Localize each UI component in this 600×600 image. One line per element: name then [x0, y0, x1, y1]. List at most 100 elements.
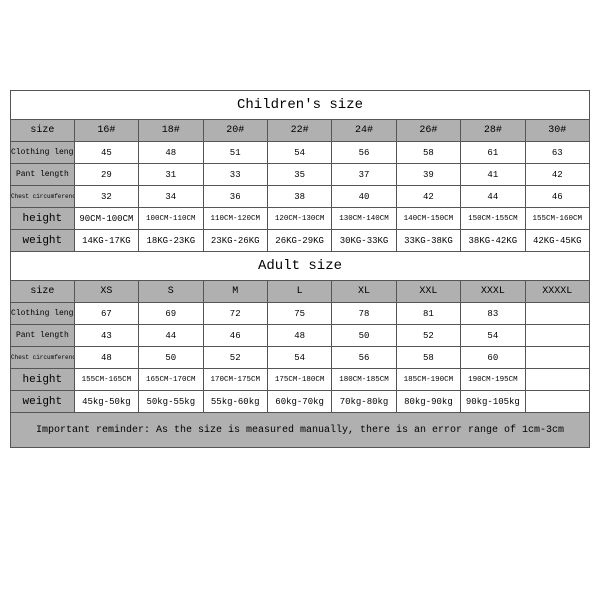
table-cell: 58 — [396, 142, 460, 164]
table-cell: 78 — [332, 303, 396, 325]
table-cell: 51 — [203, 142, 267, 164]
table-cell: 140CM-150CM — [396, 208, 460, 230]
row-label: Pant length — [11, 325, 75, 347]
table-cell: 48 — [74, 347, 138, 369]
table-cell: 32 — [74, 186, 138, 208]
header-size: 24# — [332, 120, 396, 142]
table-cell: 42KG-45KG — [525, 230, 589, 252]
table-cell: 50 — [332, 325, 396, 347]
table-cell: 44 — [461, 186, 525, 208]
table-cell: 120CM-130CM — [267, 208, 331, 230]
header-size: 18# — [139, 120, 203, 142]
table-cell: 67 — [74, 303, 138, 325]
table-cell: 44 — [139, 325, 203, 347]
header-label: size — [11, 281, 75, 303]
header-size: 22# — [267, 120, 331, 142]
table-cell: 110CM-120CM — [203, 208, 267, 230]
table-cell: 83 — [461, 303, 525, 325]
header-size: S — [139, 281, 203, 303]
header-size: XS — [74, 281, 138, 303]
table-cell: 45 — [74, 142, 138, 164]
row-label: Chest circumference 1/2 — [11, 186, 75, 208]
table-cell: 46 — [203, 325, 267, 347]
table-cell: 29 — [74, 164, 138, 186]
table-cell: 185CM-190CM — [396, 369, 460, 391]
reminder-text: Important reminder: As the size is measu… — [11, 413, 590, 448]
table-cell: 14KG-17KG — [74, 230, 138, 252]
table-cell: 70kg-80kg — [332, 391, 396, 413]
table-row: Pant length43444648505254 — [11, 325, 590, 347]
header-size: 30# — [525, 120, 589, 142]
table-row: height155CM-165CM165CM-170CM170CM-175CM1… — [11, 369, 590, 391]
table-cell: 54 — [267, 347, 331, 369]
reminder-row: Important reminder: As the size is measu… — [11, 413, 590, 448]
header-size: M — [203, 281, 267, 303]
table-cell — [525, 347, 589, 369]
table-cell: 40 — [332, 186, 396, 208]
table-cell: 37 — [332, 164, 396, 186]
table-cell: 130CM-140CM — [332, 208, 396, 230]
header-size: XXL — [396, 281, 460, 303]
header-size: L — [267, 281, 331, 303]
table-cell: 165CM-170CM — [139, 369, 203, 391]
row-label: weight — [11, 391, 75, 413]
table-cell: 190CM-195CM — [461, 369, 525, 391]
table-cell: 31 — [139, 164, 203, 186]
header-size: XXXL — [461, 281, 525, 303]
table-cell: 175CM-180CM — [267, 369, 331, 391]
table-cell: 180CM-185CM — [332, 369, 396, 391]
table-cell: 50kg-55kg — [139, 391, 203, 413]
table-row: Pant length2931333537394142 — [11, 164, 590, 186]
table-cell: 69 — [139, 303, 203, 325]
table-row: weight45kg-50kg50kg-55kg55kg-60kg60kg-70… — [11, 391, 590, 413]
table-row: Chest circumference 1/248505254565860 — [11, 347, 590, 369]
page: Children's sizesize16#18#20#22#24#26#28#… — [0, 0, 600, 600]
table-cell: 39 — [396, 164, 460, 186]
size-table: Children's sizesize16#18#20#22#24#26#28#… — [10, 90, 590, 448]
row-label: weight — [11, 230, 75, 252]
table-cell: 42 — [396, 186, 460, 208]
table-cell: 48 — [267, 325, 331, 347]
row-label: height — [11, 369, 75, 391]
table-cell: 170CM-175CM — [203, 369, 267, 391]
table-cell: 60kg-70kg — [267, 391, 331, 413]
table-cell: 45kg-50kg — [74, 391, 138, 413]
table-cell: 38 — [267, 186, 331, 208]
table-header-row: sizeXSSMLXLXXLXXXLXXXXL — [11, 281, 590, 303]
table-row: Clothing length4548515456586163 — [11, 142, 590, 164]
header-size: XL — [332, 281, 396, 303]
table-cell: 18KG-23KG — [139, 230, 203, 252]
table-cell: 50 — [139, 347, 203, 369]
header-size: 16# — [74, 120, 138, 142]
row-label: height — [11, 208, 75, 230]
table-cell: 150CM-155CM — [461, 208, 525, 230]
table-row: height90CM-100CM100CM-110CM110CM-120CM12… — [11, 208, 590, 230]
table-row: Clothing length67697275788183 — [11, 303, 590, 325]
table-cell: 60 — [461, 347, 525, 369]
table-cell: 75 — [267, 303, 331, 325]
table-cell: 81 — [396, 303, 460, 325]
table-cell: 46 — [525, 186, 589, 208]
table-cell: 55kg-60kg — [203, 391, 267, 413]
table-cell — [525, 369, 589, 391]
table-row: weight14KG-17KG18KG-23KG23KG-26KG26KG-29… — [11, 230, 590, 252]
table-cell: 52 — [203, 347, 267, 369]
row-label: Clothing length — [11, 303, 75, 325]
table-cell: 90CM-100CM — [74, 208, 138, 230]
section-title: Adult size — [11, 252, 590, 281]
table-cell: 33KG-38KG — [396, 230, 460, 252]
size-chart-container: Children's sizesize16#18#20#22#24#26#28#… — [10, 90, 590, 448]
header-size: 26# — [396, 120, 460, 142]
header-label: size — [11, 120, 75, 142]
table-cell: 26KG-29KG — [267, 230, 331, 252]
table-cell: 61 — [461, 142, 525, 164]
table-header-row: size16#18#20#22#24#26#28#30# — [11, 120, 590, 142]
table-cell: 100CM-110CM — [139, 208, 203, 230]
table-cell — [525, 325, 589, 347]
table-cell: 155CM-165CM — [74, 369, 138, 391]
table-cell: 43 — [74, 325, 138, 347]
table-cell: 56 — [332, 142, 396, 164]
header-size: XXXXL — [525, 281, 589, 303]
table-row: Chest circumference 1/23234363840424446 — [11, 186, 590, 208]
size-table-body: Children's sizesize16#18#20#22#24#26#28#… — [11, 91, 590, 448]
